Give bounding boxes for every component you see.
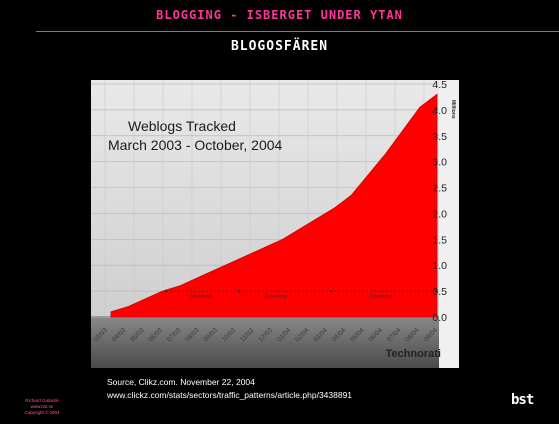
y-axis-label: Millions [450,100,456,119]
y-tick-label: 3.0 [432,157,447,169]
doubling-label: Doubling [190,294,212,300]
credit-copyright: Copyright © 2004 [24,410,60,415]
title-divider [36,31,559,32]
credit-website: www.bst.se [30,404,54,409]
y-tick-label: 0.5 [432,286,447,298]
chart-panel: Doubling Doubling Doubling 4.5 4.0 3.5 3.0 2.5 2… [91,79,459,368]
doubling-marker [237,289,241,293]
y-tick-label: 2.0 [432,208,447,220]
y-tick-label: 3.5 [432,131,447,143]
area-series [110,93,438,318]
author-credit: Richard Gatarski www.bst.se Copyright © … [6,398,78,416]
y-tick-label: 0.0 [432,312,447,324]
source-url: www.clickz.com/stats/sectors/traffic_pat… [107,390,353,400]
bst-logo: bst [511,392,534,408]
credit-name: Richard Gatarski [25,398,59,403]
y-tick-label: 4.5 [432,80,447,91]
slide-subtitle: BLOGOSFÄREN [230,39,329,54]
doubling-marker [329,289,333,293]
weblogs-area-chart: Doubling Doubling Doubling 4.5 4.0 3.5 3.0 2.5 2… [91,79,459,368]
technorati-logo: Technorati [386,348,441,360]
x-axis-band [91,316,439,368]
doubling-marker [164,289,168,293]
y-tick-label: 1.5 [432,234,447,246]
chart-title-line-2: March 2003 - October, 2004 [108,137,283,153]
slide-title: BLOGGING - ISBERGET UNDER YTAN [156,8,403,22]
doubling-label: Doubling [370,294,392,300]
y-tick-label: 4.0 [432,105,447,117]
doubling-marker [434,289,438,293]
y-tick-label: 2.5 [432,183,447,195]
source-text: Source, Clikz.com. November 22, 2004 [107,377,255,387]
chart-title-line-1: Weblogs Tracked [128,118,236,134]
doubling-label: Doubling [265,294,287,300]
y-tick-label: 1.0 [432,260,447,272]
